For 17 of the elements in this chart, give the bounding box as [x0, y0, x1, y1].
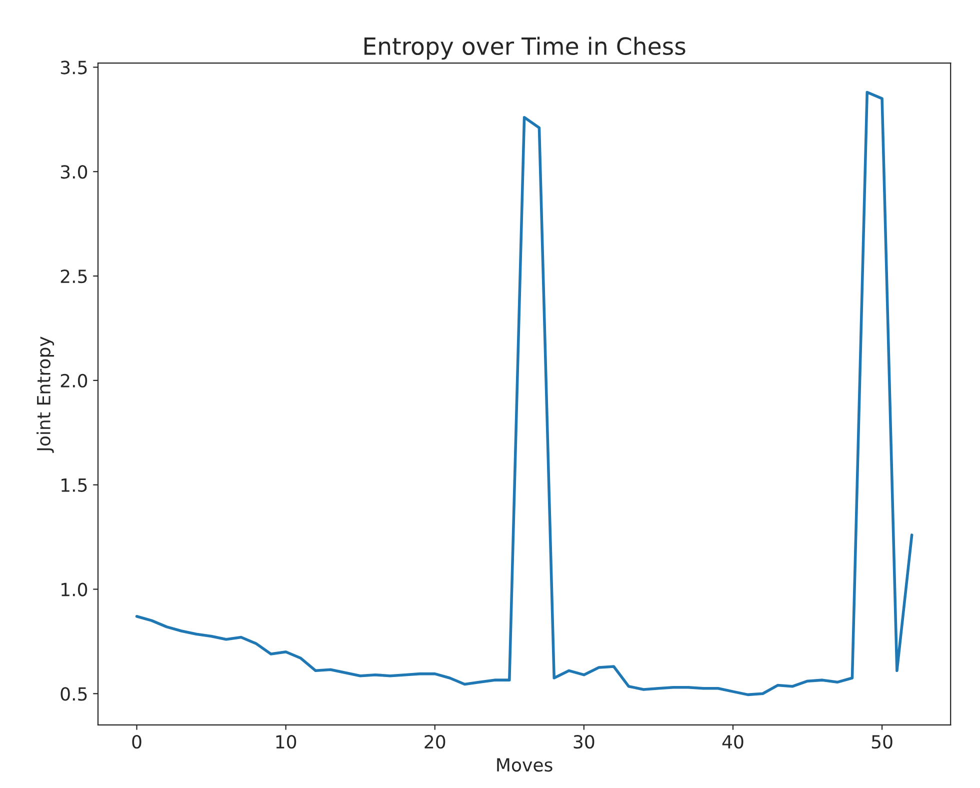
x-tick-label: 0 — [132, 735, 142, 749]
x-axis-title: Moves — [497, 758, 552, 772]
line-series — [135, 90, 914, 696]
x-tick-label: 50 — [872, 735, 892, 749]
y-axis-title: Joint Entropy — [36, 336, 54, 453]
x-tick-label: 20 — [424, 735, 446, 749]
y-tick-label: 3.0 — [60, 165, 88, 179]
y-tick-label: 0.5 — [60, 687, 87, 701]
chart-title: Entropy over Time in Chess — [364, 36, 686, 60]
y-tick-label: 2.0 — [60, 374, 88, 388]
y-tick-label: 1.5 — [62, 478, 87, 492]
x-tick-label: 30 — [574, 735, 594, 749]
x-tick-label: 10 — [276, 735, 296, 749]
y-tick-label: 1.0 — [62, 582, 88, 596]
y-tick-label: 2.5 — [60, 269, 87, 284]
x-tick-label: 40 — [722, 735, 744, 749]
y-tick-label: 3.5 — [60, 60, 87, 74]
